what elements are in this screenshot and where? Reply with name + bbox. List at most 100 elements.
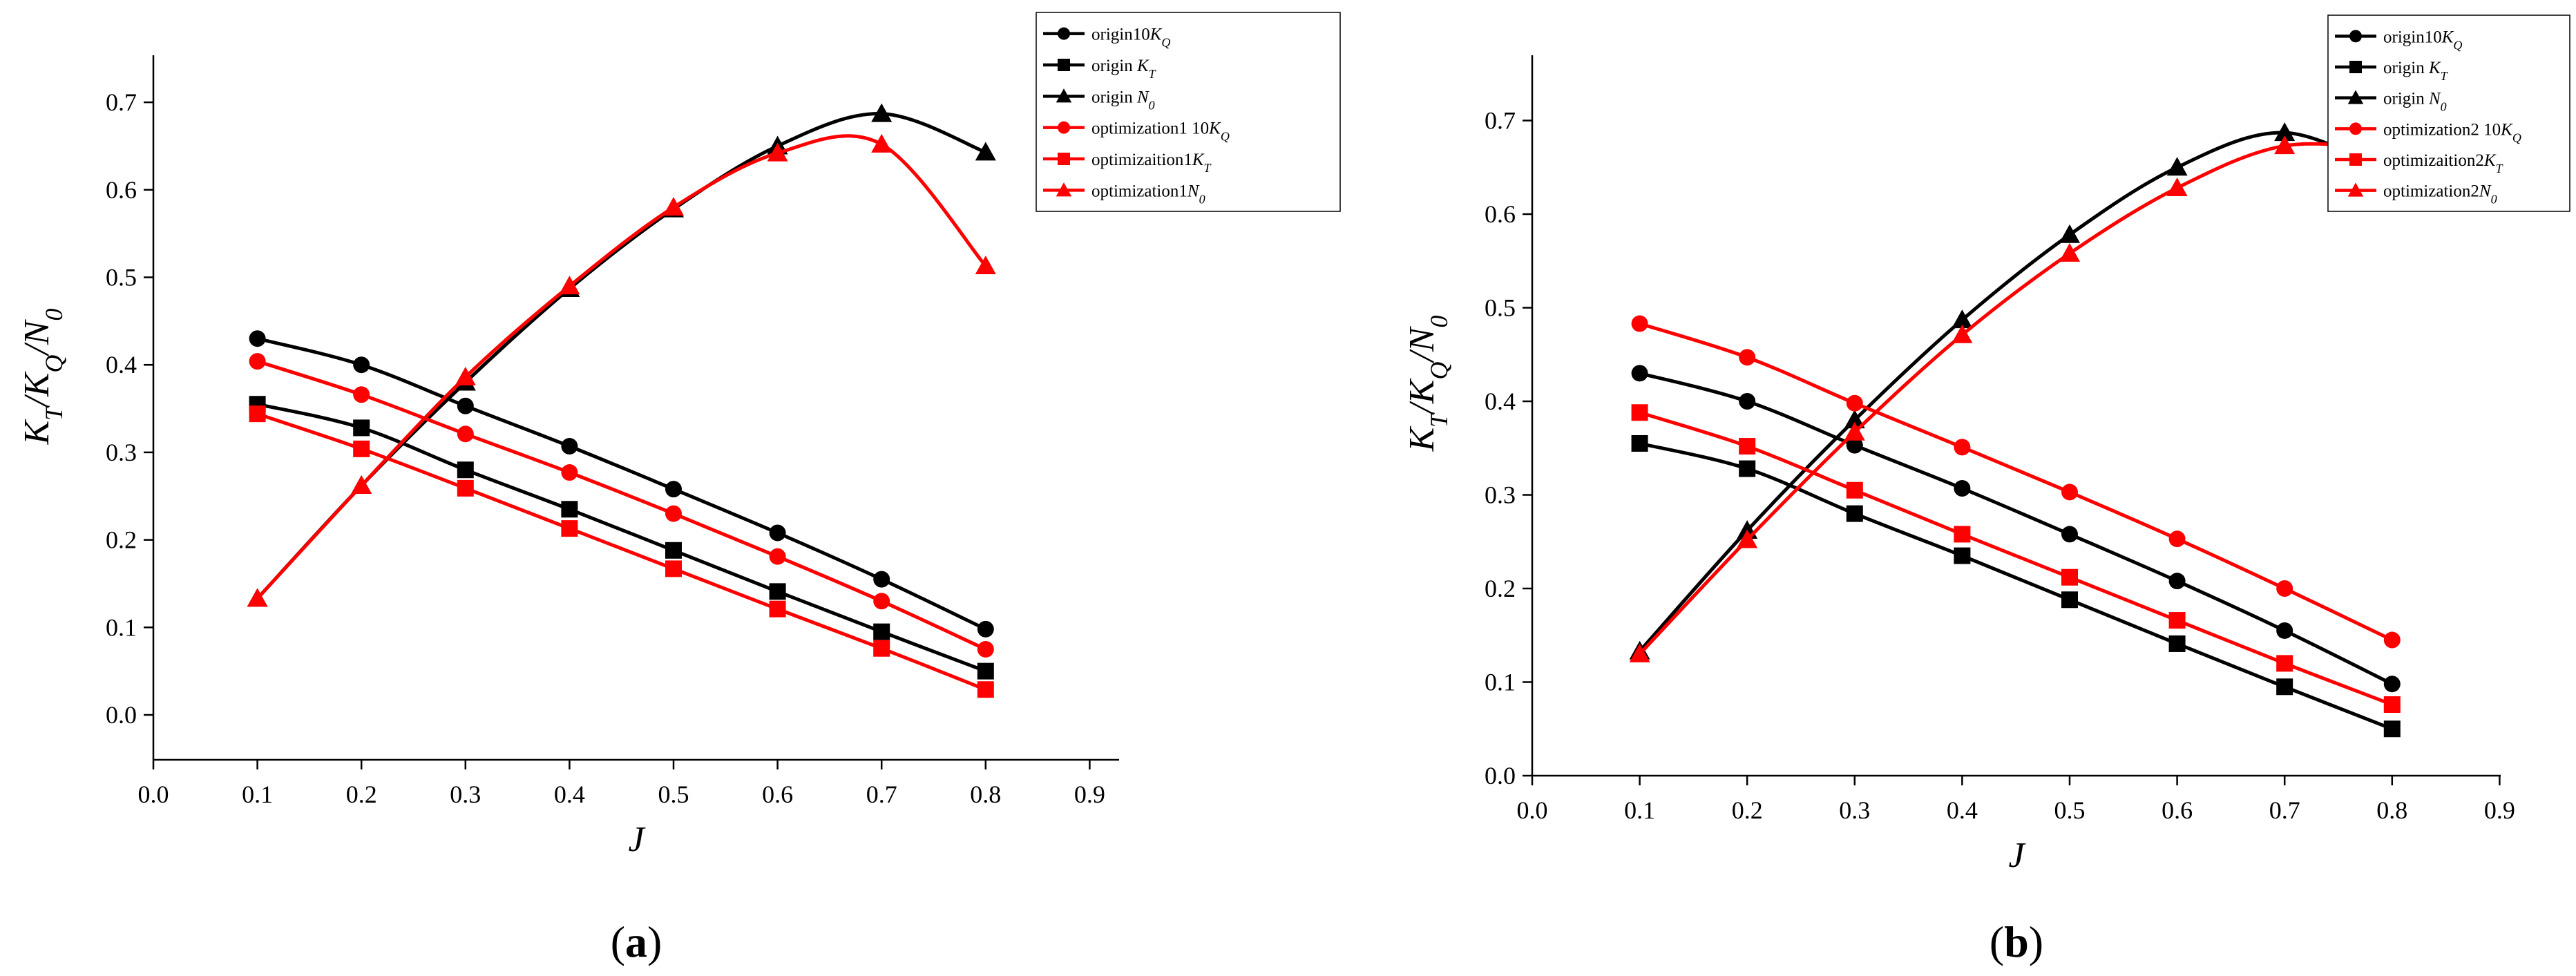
data-point: [2383, 720, 2401, 738]
data-point: [1846, 394, 1863, 412]
x-tick-label: 0.9: [1074, 781, 1105, 808]
y-tick-label: 0.5: [106, 264, 137, 291]
data-point: [2168, 530, 2186, 548]
legend-marker: [2349, 122, 2362, 135]
y-tick-label: 0.2: [1485, 575, 1516, 602]
data-point: [457, 397, 474, 414]
legend-label: optimization2 10KQ: [2383, 120, 2521, 144]
data-point: [561, 438, 578, 455]
data-point: [2061, 526, 2078, 543]
y-tick-label: 0.7: [106, 88, 137, 116]
y-tick-label: 0.1: [106, 613, 137, 641]
data-point: [457, 425, 474, 443]
series-line: [1639, 410, 2393, 707]
x-tick-label: 0.7: [2269, 796, 2300, 824]
x-tick-label: 0.1: [242, 781, 273, 808]
legend-item: optimization1 10KQ: [1043, 119, 1230, 144]
data-point: [665, 481, 682, 498]
legend-marker: [1058, 153, 1070, 165]
series-4: [1631, 315, 2401, 649]
data-point: [665, 542, 682, 559]
data-point: [1631, 315, 1648, 332]
data-point: [2274, 135, 2296, 155]
series-line: [256, 112, 986, 600]
data-point: [2168, 635, 2186, 652]
y-axis-title: KT/KQ/N0: [17, 309, 68, 446]
data-point: [2276, 622, 2293, 639]
legend-marker: [2347, 90, 2364, 104]
data-point: [1954, 439, 1971, 456]
data-point: [2061, 484, 2078, 501]
data-point: [2383, 631, 2401, 649]
y-tick-label: 0.0: [1485, 762, 1516, 790]
data-point: [1954, 526, 1971, 543]
legend-label: origin KT: [2383, 59, 2449, 83]
data-point: [1954, 480, 1971, 497]
x-tick-label: 0.0: [1517, 796, 1548, 824]
x-tick-label: 0.8: [970, 781, 1001, 808]
legend-box: [2327, 15, 2570, 212]
legend-marker: [2347, 182, 2364, 197]
data-point: [2059, 224, 2080, 243]
data-point: [1846, 437, 1863, 454]
data-point: [873, 640, 890, 657]
legend-label: origin N0: [2383, 90, 2447, 114]
data-point: [457, 461, 474, 479]
data-point: [665, 505, 682, 522]
legend-label: optimizaition2KT: [2383, 151, 2504, 175]
legend-label: origin10KQ: [2383, 28, 2462, 52]
data-point: [2166, 157, 2188, 176]
x-tick-label: 0.0: [138, 781, 169, 808]
series-line: [1639, 371, 2393, 686]
data-point: [247, 588, 268, 607]
legend: origin10KQ origin KT origin N0 optimization…: [2327, 15, 2570, 212]
panel-label: (a): [611, 917, 662, 966]
data-point: [663, 197, 684, 216]
legend-item: optimization2 10KQ: [2335, 120, 2521, 144]
data-point: [1739, 438, 1756, 455]
legend-item: optimization1N0: [1043, 182, 1205, 206]
legend-marker: [1058, 27, 1070, 40]
x-tick-label: 0.3: [1839, 796, 1870, 824]
data-point: [769, 600, 786, 618]
x-tick-label: 0.6: [2162, 796, 2193, 824]
y-tick-label: 0.6: [106, 176, 137, 204]
x-tick-label: 0.4: [554, 781, 585, 808]
data-point: [977, 640, 994, 658]
data-point: [1952, 309, 1973, 329]
data-point: [2383, 696, 2401, 714]
chart-panel-b: 0.0 0.1 0.2 0.3 0.4 0.5 0.6 0.7 0.8 0.9 0.0 0.1 0.2 0…: [1402, 15, 2570, 966]
data-point: [559, 276, 580, 295]
legend-marker: [1056, 182, 1072, 197]
legend-marker: [1058, 121, 1070, 134]
data-point: [767, 142, 788, 162]
y-tick-label: 0.4: [106, 351, 137, 379]
legend-label: optimization2N0: [2383, 182, 2497, 207]
data-point: [353, 386, 370, 403]
data-point: [353, 356, 370, 374]
data-point: [1954, 547, 1971, 564]
legend-item: optimization2N0: [2335, 182, 2497, 207]
data-point: [455, 366, 476, 385]
y-tick-label: 0.6: [1485, 200, 1516, 228]
data-point: [1629, 643, 1650, 662]
data-point: [2061, 568, 2078, 586]
series-5: [1631, 404, 2401, 714]
data-point: [351, 475, 372, 495]
data-point: [561, 520, 578, 537]
series-4: [249, 353, 994, 658]
legend-marker: [2349, 30, 2362, 43]
x-tick-label: 0.6: [762, 781, 793, 808]
legend-label: origin10KQ: [1091, 26, 1170, 50]
series-line: [256, 412, 986, 691]
x-tick-label: 0.2: [1732, 796, 1763, 824]
legend-item: origin KT: [2335, 59, 2449, 83]
panel-label: (b): [1990, 917, 2043, 966]
data-point: [2168, 573, 2186, 590]
data-point: [1739, 460, 1756, 477]
data-point: [2276, 580, 2293, 597]
legend-item: optimizaition2KT: [2335, 151, 2504, 175]
x-tick-label: 0.8: [2376, 796, 2407, 824]
data-point: [561, 464, 578, 481]
